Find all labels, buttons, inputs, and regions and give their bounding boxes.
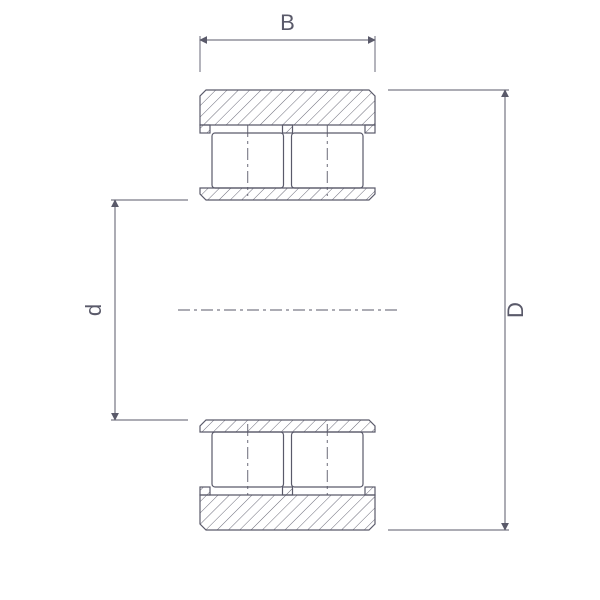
dim-label-inner-dia: d: [81, 304, 106, 316]
dim-label-outer-dia: D: [503, 302, 528, 318]
bearing-cross-section-diagram: Bd D: [0, 0, 600, 600]
dim-label-width: B: [280, 10, 295, 35]
